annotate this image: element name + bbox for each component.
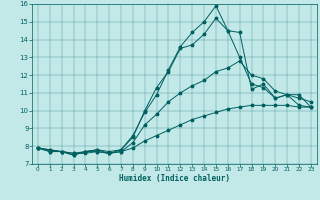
X-axis label: Humidex (Indice chaleur): Humidex (Indice chaleur) xyxy=(119,174,230,183)
